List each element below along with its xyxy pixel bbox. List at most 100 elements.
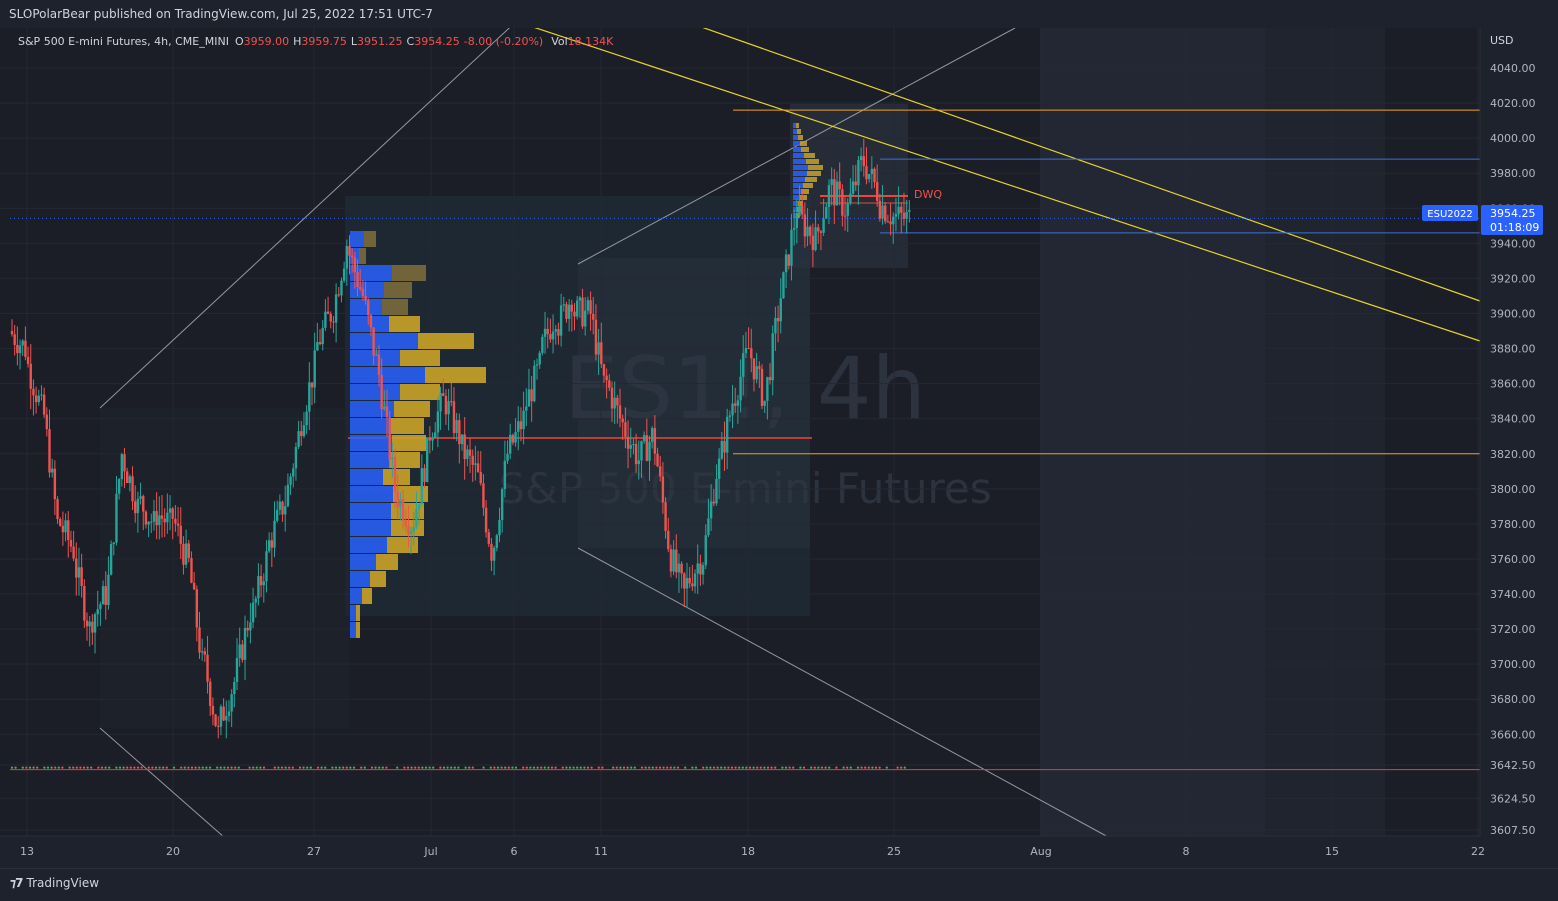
candle-body: [200, 651, 204, 653]
candle-body: [720, 441, 724, 459]
candle-body: [664, 502, 667, 531]
candle-body: [629, 445, 632, 449]
tradingview-logo[interactable]: ⁊7 TradingView: [10, 876, 99, 890]
candle-body: [479, 471, 482, 484]
signal-dot: [828, 766, 831, 769]
signal-dot: [302, 766, 305, 769]
signal-dot: [248, 766, 251, 769]
y-tick-label: 3940.00: [1490, 237, 1536, 250]
candle-body: [18, 345, 22, 354]
profile-bar-sell: [425, 367, 486, 383]
recent-profile-sell: [806, 159, 819, 164]
signal-dot: [162, 766, 165, 769]
recent-profile-buy: [793, 159, 806, 164]
signal-dot: [579, 766, 582, 769]
candle-body: [281, 501, 284, 515]
candle-body: [142, 496, 145, 512]
recent-profile-sell: [796, 213, 799, 218]
tv-logo-icon: ⁊7: [10, 876, 23, 890]
signal-dot: [514, 766, 518, 769]
signal-dot: [342, 766, 345, 769]
price-axis[interactable]: [1480, 28, 1558, 836]
candle-body: [345, 246, 349, 269]
candle-body: [227, 711, 231, 716]
signal-dot: [673, 766, 676, 769]
chart-area[interactable]: ES1!, 4h S&P 500 E-mini Futures DWQ S&P …: [0, 17, 1558, 868]
candle-body: [892, 216, 895, 225]
candle-body: [817, 227, 820, 232]
signal-dot: [525, 766, 528, 769]
candle-body: [468, 449, 472, 456]
candle-body: [533, 365, 536, 402]
candle-body: [230, 694, 233, 712]
signal-dot: [640, 766, 644, 769]
signal-dot: [583, 766, 586, 769]
y-tick-label: 3880.00: [1490, 343, 1536, 356]
candle-body: [332, 321, 335, 323]
candle-body: [32, 388, 35, 396]
candle-body: [168, 508, 172, 513]
candle-body: [471, 455, 474, 465]
candle-body: [69, 539, 73, 547]
signal-dot: [32, 766, 35, 769]
trendline-2: [689, 22, 1481, 302]
signal-dot: [352, 766, 356, 769]
candle-body: [112, 542, 115, 545]
candle-body: [691, 583, 694, 587]
candle-body: [321, 327, 324, 345]
candle-body: [195, 589, 199, 628]
candle-body: [305, 411, 308, 426]
candle-body: [16, 344, 19, 354]
signal-dot: [878, 766, 881, 769]
y-tick-label: 3980.00: [1490, 167, 1536, 180]
signal-dot: [666, 766, 669, 769]
recent-profile-buy: [793, 195, 800, 200]
candle-body: [693, 573, 697, 587]
profile-bar-sell: [376, 554, 398, 570]
y-tick-label: 3760.00: [1490, 553, 1536, 566]
signal-dot: [626, 766, 629, 769]
y-tick-label: 3624.50: [1490, 792, 1536, 805]
candle-body: [401, 499, 405, 521]
signal-dot: [504, 766, 507, 769]
candle-body: [776, 318, 780, 322]
candle-body: [742, 353, 745, 377]
y-tick-label: 3800.00: [1490, 483, 1536, 496]
candle-body: [704, 535, 707, 566]
signal-dot: [633, 766, 636, 769]
candle-body: [814, 227, 817, 250]
candle-body: [104, 586, 107, 605]
x-tick-label: 8: [1183, 845, 1190, 858]
candle-body: [573, 311, 576, 317]
candle-body: [640, 441, 643, 461]
ohlc-open: 3959.00: [244, 35, 290, 48]
x-tick-label: 22: [1471, 845, 1485, 858]
recent-profile-buy: [793, 171, 807, 176]
signal-dot: [104, 766, 107, 769]
signal-dot: [716, 766, 719, 769]
profile-bar-sell: [400, 350, 440, 366]
y-tick-label: 4020.00: [1490, 97, 1536, 110]
signal-dot: [442, 766, 446, 769]
time-axis[interactable]: [0, 836, 1558, 868]
candle-body: [107, 574, 110, 605]
y-tick-label: 3900.00: [1490, 307, 1536, 320]
signal-dot: [183, 766, 186, 769]
signal-dot: [565, 766, 568, 769]
signal-dot: [349, 766, 352, 769]
candle-body: [24, 340, 27, 357]
signal-dot: [550, 766, 554, 769]
candle-body: [675, 549, 678, 573]
signal-dot: [21, 766, 24, 769]
candle-body: [83, 586, 86, 621]
signal-dot: [298, 766, 302, 769]
candle-body: [174, 518, 177, 524]
candle-body: [348, 246, 351, 256]
signal-dot: [748, 766, 752, 769]
profile-bar-sell: [400, 384, 440, 400]
candle-body: [91, 621, 94, 633]
candle-body: [782, 272, 785, 299]
price-chart[interactable]: ES1!, 4h S&P 500 E-mini Futures DWQ S&P …: [0, 17, 1558, 868]
candle-body: [559, 305, 563, 336]
signal-dot: [360, 766, 363, 769]
